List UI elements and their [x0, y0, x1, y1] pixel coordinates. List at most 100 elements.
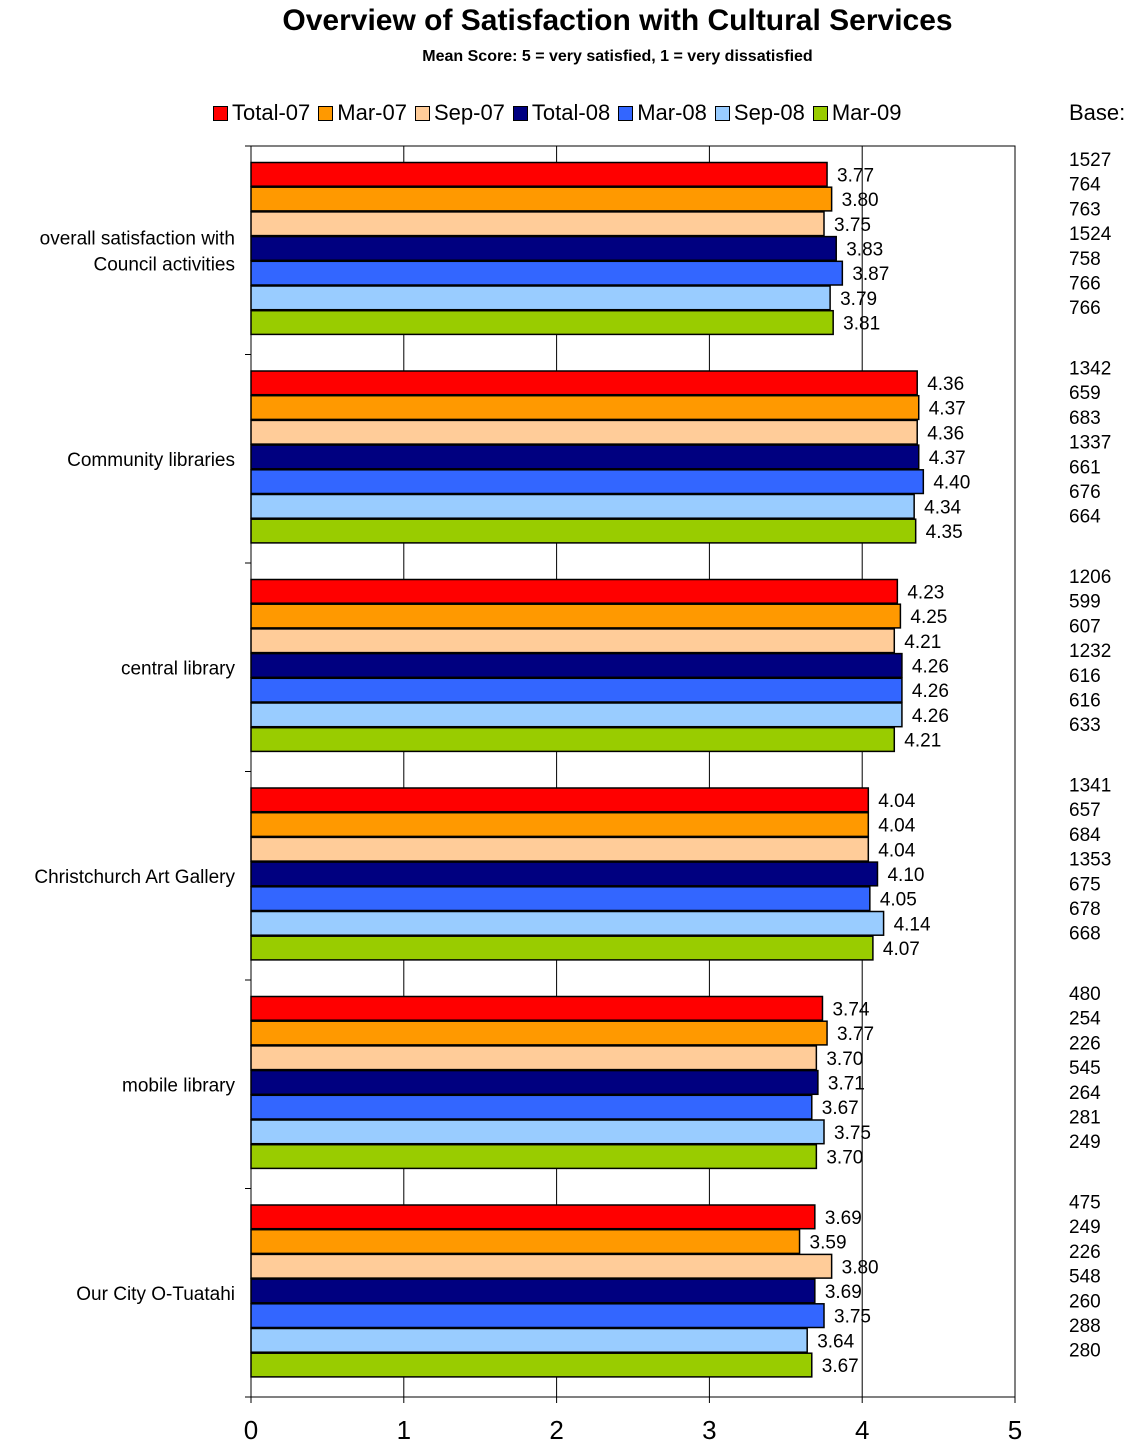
legend-item: Total-08 — [512, 100, 610, 126]
legend-swatch — [512, 105, 528, 121]
bar — [250, 1278, 816, 1304]
value-label: 4.14 — [894, 914, 931, 935]
bar — [250, 652, 903, 679]
legend-label: Total-07 — [232, 100, 311, 125]
value-label: 4.07 — [883, 939, 920, 960]
legend-label: Sep-07 — [433, 100, 505, 125]
legend-swatch — [812, 105, 828, 121]
x-tick-label: 3 — [702, 1415, 716, 1445]
base-count: 763 — [1069, 199, 1101, 220]
base-count: 684 — [1069, 825, 1101, 846]
base-count: 657 — [1069, 800, 1101, 821]
legend-item: Sep-07 — [414, 100, 505, 126]
bar — [250, 1045, 818, 1071]
bar — [250, 260, 844, 286]
value-label: 3.74 — [832, 999, 869, 1020]
bar — [250, 309, 834, 336]
bar — [250, 935, 874, 961]
value-label: 3.67 — [822, 1098, 859, 1119]
category-label: overall satisfaction with — [40, 228, 235, 249]
value-label: 3.70 — [826, 1049, 863, 1070]
base-count: 545 — [1069, 1058, 1101, 1079]
legend-item: Mar-09 — [812, 100, 902, 126]
category-label: Our City O-Tuatahi — [76, 1284, 235, 1305]
base-count: 264 — [1069, 1083, 1101, 1104]
value-label: 4.37 — [929, 448, 966, 469]
legend-label: Mar-07 — [337, 100, 407, 125]
base-count: 664 — [1069, 507, 1101, 528]
bar — [250, 444, 920, 470]
value-label: 3.77 — [837, 165, 874, 186]
base-count: 475 — [1069, 1193, 1101, 1214]
base-count: 226 — [1069, 1033, 1101, 1054]
bar — [250, 836, 870, 862]
base-count: 764 — [1069, 175, 1101, 196]
base-count: 758 — [1069, 249, 1101, 270]
bar — [250, 628, 896, 654]
value-label: 4.36 — [927, 423, 964, 444]
base-count: 616 — [1069, 666, 1101, 687]
base-count: 1524 — [1069, 224, 1112, 245]
base-count: 607 — [1069, 616, 1101, 637]
legend-swatch — [318, 105, 334, 121]
bar — [250, 910, 885, 936]
value-label: 3.77 — [837, 1024, 874, 1045]
base-count: 683 — [1069, 408, 1101, 429]
base-count: 1337 — [1069, 433, 1111, 454]
bar — [250, 211, 825, 237]
value-label: 4.34 — [924, 497, 961, 518]
legend-label: Mar-09 — [831, 100, 902, 125]
value-label: 4.21 — [904, 731, 941, 752]
bar — [250, 370, 918, 396]
bar — [250, 1228, 801, 1255]
value-label: 4.05 — [880, 890, 917, 911]
bar — [250, 419, 918, 445]
value-label: 4.36 — [927, 374, 964, 395]
base-count: 281 — [1069, 1108, 1101, 1129]
base-count: 226 — [1069, 1242, 1101, 1263]
base-count: 633 — [1069, 715, 1101, 736]
bar — [250, 518, 917, 544]
base-count: 766 — [1069, 298, 1101, 319]
bar — [250, 1352, 813, 1378]
value-label: 4.25 — [910, 607, 947, 628]
value-label: 3.70 — [826, 1148, 863, 1169]
category-label: Christchurch Art Gallery — [34, 867, 235, 888]
base-count: 1232 — [1069, 641, 1111, 662]
x-tick-label: 0 — [244, 1415, 258, 1445]
chart-subtitle: Mean Score: 5 = very satisfied, 1 = very… — [422, 48, 813, 65]
bar — [250, 787, 870, 813]
value-label: 3.79 — [840, 289, 877, 310]
value-label: 3.67 — [822, 1356, 859, 1377]
value-label: 3.80 — [842, 1257, 879, 1278]
x-tick-label: 1 — [397, 1415, 411, 1445]
value-label: 3.75 — [834, 1123, 871, 1144]
value-label: 4.37 — [929, 399, 966, 420]
value-label: 4.04 — [878, 791, 915, 812]
value-label: 3.80 — [842, 190, 879, 211]
legend-swatch — [213, 105, 228, 121]
legend-swatch — [414, 105, 430, 121]
bar — [250, 186, 833, 212]
base-count: 676 — [1069, 482, 1101, 503]
bar — [250, 1253, 833, 1279]
value-label: 3.81 — [843, 314, 880, 335]
bar — [250, 493, 915, 519]
value-label: 4.21 — [904, 632, 941, 653]
value-label: 3.83 — [846, 239, 883, 260]
bar — [250, 285, 831, 311]
x-tick-label: 4 — [855, 1415, 869, 1445]
x-tick-label: 5 — [1008, 1415, 1022, 1445]
base-count: 599 — [1069, 592, 1101, 613]
bar — [250, 578, 899, 604]
value-label: 4.26 — [912, 681, 949, 702]
bar — [250, 1069, 819, 1096]
x-tick-label: 2 — [549, 1415, 563, 1445]
value-label: 4.40 — [933, 473, 970, 494]
chart-legend: Total-07 Mar-07 Sep-07 Total-08 Mar-08 S… — [213, 100, 902, 126]
bar — [250, 886, 871, 912]
bar — [250, 1303, 825, 1329]
base-count: 1341 — [1069, 776, 1111, 797]
base-count: 1342 — [1069, 359, 1111, 380]
